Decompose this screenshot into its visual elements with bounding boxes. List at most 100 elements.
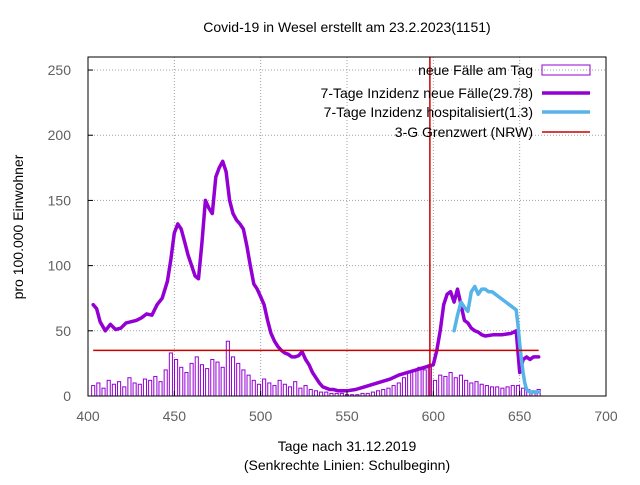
daily-cases-bar <box>205 368 210 397</box>
daily-cases-bar <box>101 387 106 397</box>
daily-cases-bar <box>453 377 458 397</box>
daily-cases-bar <box>412 369 417 397</box>
daily-cases-bar <box>168 352 173 397</box>
daily-cases-bar <box>422 369 427 397</box>
daily-cases-bar <box>515 385 520 397</box>
lines <box>91 57 541 396</box>
daily-cases-bar <box>184 372 189 397</box>
daily-cases-bar <box>469 382 474 397</box>
x-tick-label: 700 <box>594 408 618 424</box>
daily-cases-bar <box>474 381 479 397</box>
daily-cases-bar <box>246 374 251 397</box>
daily-cases-bar <box>127 377 132 397</box>
daily-cases-bar <box>391 385 396 397</box>
daily-cases-bar <box>521 387 526 397</box>
daily-cases-bar <box>251 379 256 397</box>
y-axis-label: pro 100.000 Einwohner <box>10 154 26 299</box>
daily-cases-bar <box>189 362 194 397</box>
daily-cases-bar <box>438 374 443 397</box>
daily-cases-bar <box>194 356 199 397</box>
daily-cases-bar <box>241 369 246 397</box>
daily-cases-bar <box>313 390 318 397</box>
x-tick-label: 650 <box>508 408 532 424</box>
daily-cases-bar <box>401 377 407 397</box>
daily-cases-bar <box>407 372 412 397</box>
incidence-line <box>91 159 541 393</box>
daily-cases-bar <box>303 385 308 397</box>
daily-cases-bar <box>158 381 163 397</box>
daily-cases-bar <box>262 378 267 397</box>
daily-cases-bar <box>319 391 324 397</box>
daily-cases-bar <box>132 382 137 397</box>
x-tick-label: 550 <box>335 408 359 424</box>
daily-cases-bar <box>510 385 515 397</box>
daily-cases-bar <box>163 369 168 397</box>
daily-cases-bar <box>500 387 505 397</box>
daily-cases-bar <box>179 366 184 397</box>
daily-cases-bar <box>142 378 148 397</box>
daily-cases-bar <box>96 382 101 397</box>
legend: neue Fälle am Tag 7-Tage Inzidenz neue Fä… <box>321 62 591 140</box>
daily-cases-bar <box>122 386 127 397</box>
daily-cases-bar <box>433 379 438 397</box>
legend-label: 7-Tage Inzidenz hospitalisiert(1.3) <box>324 104 533 120</box>
daily-cases-bar <box>199 364 205 397</box>
daily-cases-bar <box>308 388 313 397</box>
daily-cases-bar <box>106 379 111 397</box>
bars <box>91 340 541 397</box>
y-tick-label: 250 <box>48 62 72 78</box>
daily-cases-bar <box>210 358 215 397</box>
daily-cases-bar <box>417 366 422 397</box>
daily-cases-bar <box>505 386 510 397</box>
daily-cases-bar <box>230 356 236 397</box>
y-tick-label: 200 <box>48 127 72 143</box>
daily-cases-bar <box>91 385 96 397</box>
y-tick-label: 100 <box>48 258 72 274</box>
daily-cases-bar <box>386 387 391 397</box>
daily-cases-bar <box>396 382 401 397</box>
daily-cases-bar <box>458 374 464 397</box>
daily-cases-bar <box>376 390 381 397</box>
daily-cases-bar <box>220 366 225 397</box>
x-axis-label: Tage nach 31.12.2019 <box>278 438 417 454</box>
x-tick-label: 400 <box>76 408 100 424</box>
daily-cases-bar <box>215 361 220 397</box>
daily-cases-bar <box>174 358 179 397</box>
daily-cases-bar <box>236 362 241 397</box>
daily-cases-bar <box>495 386 500 397</box>
daily-cases-bar <box>256 383 261 397</box>
legend-swatch-bar <box>541 64 591 76</box>
ticks: 400 450 500 550 600 650 700 0 50 100 150 200 250 <box>48 62 618 424</box>
daily-cases-bar <box>287 386 293 397</box>
daily-cases-bar <box>381 388 386 397</box>
y-tick-label: 150 <box>48 192 72 208</box>
daily-cases-bar <box>225 340 230 397</box>
x-tick-label: 450 <box>163 408 187 424</box>
daily-cases-bar <box>272 385 277 397</box>
chart-title: Covid-19 in Wesel erstellt am 23.2.2023(… <box>203 19 490 35</box>
legend-label: 3-G Grenzwert (NRW) <box>395 124 533 140</box>
daily-cases-bar <box>448 372 453 397</box>
daily-cases-bar <box>464 379 469 397</box>
daily-cases-bar <box>443 375 448 397</box>
x-tick-label: 600 <box>422 408 446 424</box>
daily-cases-bar <box>148 379 153 397</box>
daily-cases-bar <box>137 383 142 397</box>
daily-cases-bar <box>117 381 122 397</box>
daily-cases-bar <box>111 383 116 397</box>
hospitalized-incidence-line <box>452 284 541 394</box>
daily-cases-bar <box>282 383 287 397</box>
legend-label: neue Fälle am Tag <box>418 62 533 78</box>
daily-cases-bar <box>267 382 272 397</box>
y-tick-label: 50 <box>55 323 71 339</box>
x-axis-label-note: (Senkrechte Linien: Schulbeginn) <box>244 457 450 473</box>
daily-cases-bar <box>293 381 298 397</box>
daily-cases-bar <box>489 386 495 397</box>
x-tick-label: 500 <box>249 408 273 424</box>
daily-cases-bar <box>324 391 329 397</box>
legend-label: 7-Tage Inzidenz neue Fälle(29.78) <box>321 85 533 101</box>
y-tick-label: 0 <box>63 388 71 404</box>
daily-cases-bar <box>484 385 489 397</box>
